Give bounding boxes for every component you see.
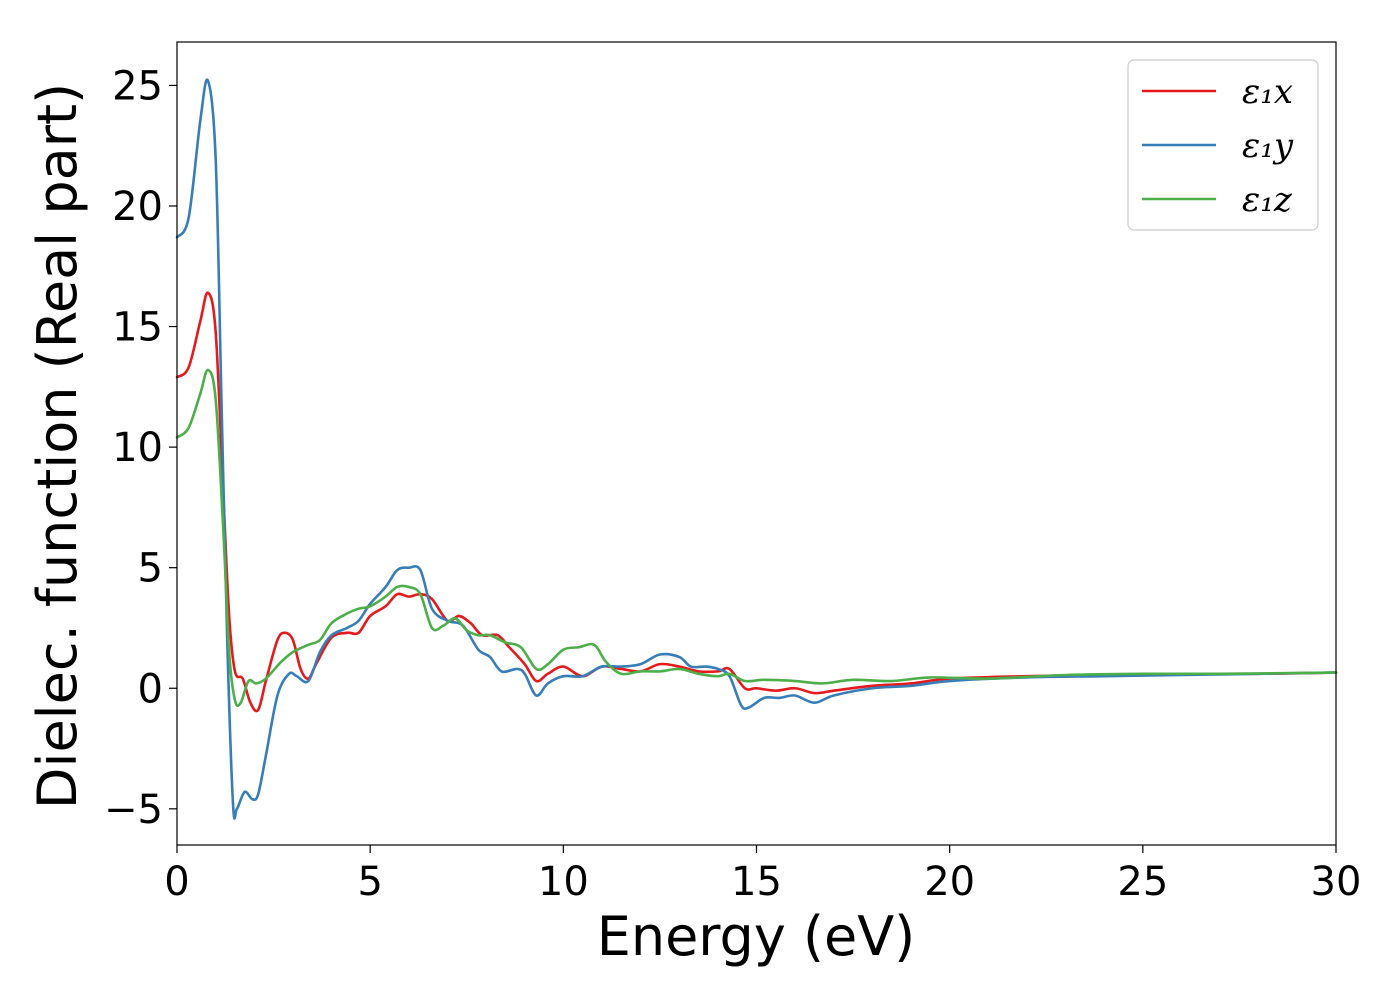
series-line-1 [175, 78, 1338, 820]
series-layer [175, 78, 1338, 820]
x-tick-label: 0 [164, 859, 189, 905]
series-line-0 [175, 291, 1338, 713]
y-tick-label: 25 [112, 63, 163, 109]
y-tick-label: 15 [112, 305, 163, 351]
legend-label-1: ε₁y [1242, 126, 1294, 166]
y-tick-label: 5 [138, 546, 163, 592]
y-tick-label: 20 [112, 184, 163, 230]
legend-label-2: ε₁z [1242, 180, 1293, 220]
x-tick-label: 10 [538, 859, 589, 905]
legend-label-0: ε₁x [1242, 72, 1293, 112]
legend-box [1127, 59, 1319, 231]
x-tick-label: 15 [731, 859, 782, 905]
x-axis-ticks: 0 5 10 15 20 25 30 [164, 845, 1361, 905]
y-tick-label: −5 [104, 787, 163, 833]
y-axis-ticks: −5 0 5 10 15 20 25 [104, 63, 177, 833]
legend-entries: ε₁x ε₁y ε₁z [1142, 72, 1294, 220]
y-tick-label: 10 [112, 425, 163, 471]
y-axis-title: Dielec. function (Real part) [26, 83, 89, 809]
legend: ε₁x ε₁y ε₁z [1127, 59, 1319, 231]
x-tick-label: 30 [1311, 859, 1362, 905]
x-tick-label: 25 [1117, 859, 1168, 905]
y-tick-label: 0 [138, 666, 163, 712]
x-tick-label: 20 [924, 859, 975, 905]
x-tick-label: 5 [357, 859, 382, 905]
x-axis-title: Energy (eV) [597, 905, 916, 968]
series-line-2 [175, 368, 1338, 708]
